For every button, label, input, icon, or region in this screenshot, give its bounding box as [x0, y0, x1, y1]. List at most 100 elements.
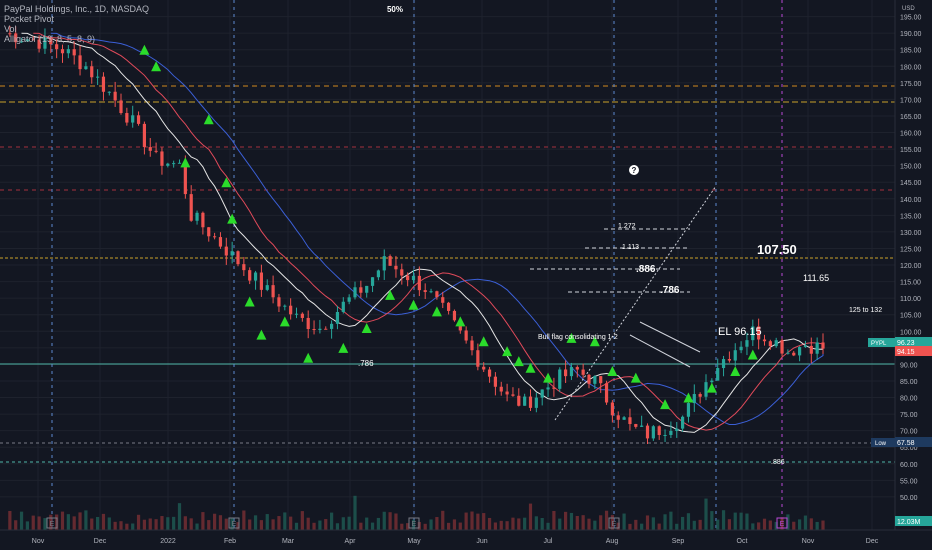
candle-body	[417, 275, 421, 291]
candle-body	[640, 425, 644, 427]
volume-bar	[745, 513, 749, 530]
volume-bar	[8, 510, 12, 530]
low-value-tag-bg	[895, 437, 932, 447]
candle-body	[716, 368, 720, 381]
annotation-fib-786: .786	[660, 285, 680, 296]
candle-body	[248, 270, 252, 281]
candle-body	[236, 251, 240, 265]
candle-body	[663, 434, 667, 436]
candle-body	[669, 430, 673, 435]
candle-body	[119, 100, 123, 114]
price-tick-label: 125.00	[900, 246, 922, 253]
annotation-target-10750: 107.50	[757, 242, 797, 257]
candle-body	[552, 387, 556, 389]
candle-body	[558, 369, 562, 389]
alligator-jaw-line	[50, 32, 824, 425]
flag-upper-line	[639, 321, 701, 353]
candle-body	[353, 287, 357, 298]
candle-body	[148, 147, 152, 151]
annotation-el: EL 96.15	[718, 326, 762, 338]
price-tick-label: 145.00	[900, 180, 922, 187]
volume-bar	[441, 510, 445, 530]
legend-symbol[interactable]: PayPal Holdings, Inc., 1D, NASDAQ	[4, 4, 150, 14]
candle-body	[253, 272, 258, 281]
candle-body	[470, 340, 474, 351]
volume-bar	[470, 511, 474, 530]
candle-body	[66, 49, 70, 54]
volume-bar	[622, 513, 626, 530]
candle-body	[762, 339, 767, 342]
second-price-tag: 94.15	[897, 349, 915, 356]
earnings-marker-box	[608, 517, 620, 529]
volume-bar	[189, 518, 193, 530]
volume-bar	[335, 523, 340, 530]
volume-bar	[452, 519, 457, 530]
volume-bar	[429, 519, 433, 530]
volume-bar	[435, 517, 439, 530]
volume-bar	[259, 520, 263, 530]
earnings-marker-box	[408, 517, 420, 529]
volume-bar	[84, 510, 88, 530]
volume-bar	[686, 513, 691, 530]
candle-body	[786, 352, 790, 354]
volume-bar	[599, 515, 603, 530]
volume-bar	[786, 514, 790, 530]
pocket-pivot-markers	[139, 44, 758, 410]
candle-body	[499, 386, 503, 392]
volume-bar	[476, 513, 480, 530]
earnings-marker-label: E	[50, 521, 55, 528]
price-axis[interactable]: USD 50.00 55.00 60.00 65.00 70.00 75.00 80.00 85…	[868, 0, 932, 550]
candle-body	[49, 37, 53, 45]
volume-bar	[768, 520, 772, 530]
candle-body	[511, 394, 515, 396]
volume-bar	[534, 516, 538, 530]
price-tick-label: 115.00	[900, 280, 921, 287]
time-tick-label: Oct	[737, 538, 748, 545]
candle-body	[400, 269, 404, 276]
pocket-pivot-triangle	[203, 114, 214, 125]
volume-bar	[43, 518, 47, 530]
legend-alligator[interactable]: Alligator (13, 8, 5, 8, 9)	[4, 34, 96, 44]
volume-bar	[312, 522, 316, 530]
price-tick-label: 100.00	[900, 329, 922, 336]
candle-body	[452, 310, 457, 321]
volume-bar	[166, 517, 170, 530]
candle-body	[599, 376, 603, 384]
candle-body	[423, 290, 427, 292]
candle-body	[324, 328, 328, 330]
time-tick-label: Mar	[282, 538, 295, 545]
price-tick-label: 65.00	[900, 445, 918, 452]
annotation-50pct: 50%	[387, 5, 403, 14]
volume-bar	[564, 511, 568, 530]
volume-bar	[113, 521, 117, 530]
alligator-lines	[21, 32, 824, 433]
annotation-fib-1113: 1.113	[622, 244, 639, 251]
volume-bar	[663, 514, 667, 530]
ticker-tag-bg	[868, 338, 895, 347]
candle-body	[84, 66, 88, 70]
volume-bar	[265, 514, 269, 530]
candle-body	[242, 264, 246, 271]
volume-bar	[160, 516, 164, 530]
ticker-tag: PYPL	[871, 341, 887, 347]
legend-pocket-pivot[interactable]: Pocket Pivot	[4, 14, 55, 24]
volume-bar	[19, 511, 24, 530]
last-price-tag-bg	[895, 337, 932, 347]
pocket-pivot-triangle	[589, 336, 600, 347]
candle-body	[172, 163, 176, 165]
candle-body	[8, 33, 12, 35]
candle-body	[476, 350, 480, 367]
candle-body	[90, 66, 94, 78]
candle-body	[622, 417, 626, 420]
legend-vol[interactable]: Vol	[4, 24, 17, 34]
time-axis[interactable]: Nov Dec 2022 Feb Mar Apr May Jun Jul Aug Sep Oct Nov…	[0, 529, 932, 550]
pocket-pivot-triangle	[385, 289, 396, 300]
volume-bar	[681, 516, 685, 530]
volume-bar	[131, 523, 135, 530]
annotation-fib-886: .886	[636, 264, 656, 275]
pocket-pivot-triangle	[244, 296, 255, 307]
candle-body	[768, 341, 772, 347]
volume-bar	[803, 515, 808, 530]
volume-bar	[517, 518, 521, 530]
